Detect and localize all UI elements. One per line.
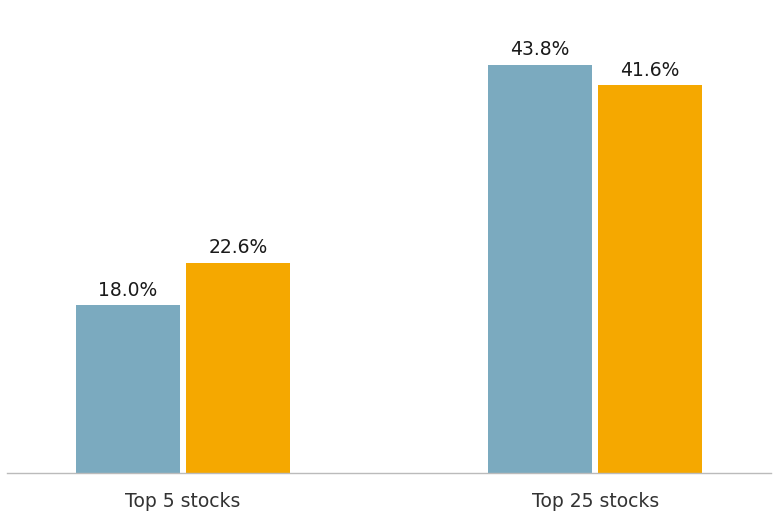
Text: 22.6%: 22.6% bbox=[209, 238, 268, 257]
Bar bbox=[488, 65, 592, 473]
Bar bbox=[75, 306, 180, 473]
Bar bbox=[598, 85, 703, 473]
Bar bbox=[186, 263, 290, 473]
Text: 41.6%: 41.6% bbox=[620, 61, 680, 80]
Text: 18.0%: 18.0% bbox=[98, 281, 157, 300]
Text: 43.8%: 43.8% bbox=[510, 40, 569, 59]
